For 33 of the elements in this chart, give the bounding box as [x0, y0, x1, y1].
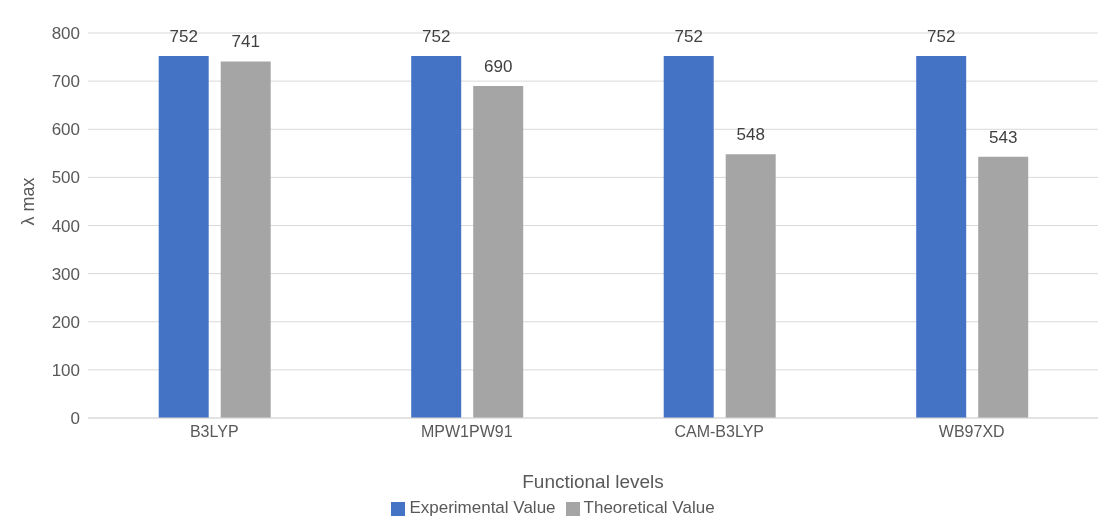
bar — [158, 56, 209, 418]
data-label: 741 — [231, 32, 260, 52]
x-tick-label: MPW1PW91 — [420, 423, 513, 441]
bar — [978, 156, 1029, 418]
y-tick-label: 700 — [51, 72, 80, 92]
y-tick-label: 800 — [51, 24, 80, 44]
data-label: 690 — [484, 56, 513, 76]
y-tick-label: 500 — [51, 168, 80, 188]
data-label: 548 — [736, 125, 765, 145]
data-label: 752 — [422, 27, 451, 47]
y-tick-label: 400 — [51, 216, 80, 236]
bar — [725, 154, 776, 418]
bar — [411, 56, 462, 418]
y-tick-label: 300 — [51, 264, 80, 284]
x-tick-label: B3LYP — [189, 423, 239, 441]
data-label: 752 — [169, 27, 198, 47]
bar — [220, 61, 271, 418]
bar — [916, 56, 967, 418]
x-tick-label: CAM-B3LYP — [674, 423, 765, 441]
y-tick-label: 0 — [70, 409, 80, 429]
y-tick-label: 200 — [51, 312, 80, 332]
bar — [473, 85, 524, 418]
legend-label: Theoretical Value — [583, 498, 715, 517]
legend-label: Experimental Value — [409, 498, 556, 517]
x-axis-title: Functional levels — [522, 471, 664, 492]
data-label: 543 — [989, 127, 1018, 147]
bar — [663, 56, 714, 418]
y-axis-title: λ max — [18, 177, 39, 226]
x-tick-label: WB97XD — [938, 423, 1005, 441]
data-label: 752 — [927, 27, 956, 47]
y-tick-label: 100 — [51, 360, 80, 380]
y-tick-label: 600 — [51, 120, 80, 140]
data-label: 752 — [674, 27, 703, 47]
